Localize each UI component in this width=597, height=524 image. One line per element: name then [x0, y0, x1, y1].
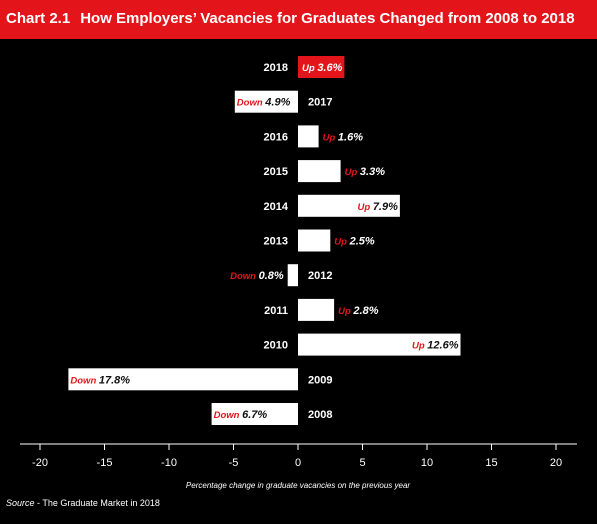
bar-2010: [298, 333, 461, 356]
x-tick-label--20: -20: [32, 457, 48, 469]
chart-title: How Employers’ Vacancies for Graduates C…: [80, 10, 575, 27]
x-tick-label-15: 15: [485, 457, 497, 469]
source-note: Source - The Graduate Market in 2018: [6, 498, 160, 508]
value-label-2014: Up 7.9%: [358, 201, 399, 213]
chart-number: Chart 2.1: [6, 10, 71, 27]
year-label-2012: 2012: [308, 270, 332, 282]
source-label: Source: [6, 498, 35, 508]
bar-2012: [287, 264, 298, 287]
value-label-2018: Up 3.6%: [302, 62, 343, 74]
x-tick-label-10: 10: [421, 457, 433, 469]
x-tick-label--10: -10: [161, 457, 177, 469]
year-label-2013: 2013: [264, 236, 288, 248]
x-tick-label--15: -15: [97, 457, 113, 469]
value-label-2017: Down 4.9%: [237, 97, 291, 109]
year-label-2015: 2015: [264, 166, 288, 178]
bar-2011: [298, 298, 335, 321]
bar-2014: [298, 194, 400, 217]
value-label-2013: Up 2.5%: [334, 236, 375, 248]
value-label-2009: Down 17.8%: [70, 374, 130, 386]
x-axis: -20 -15 -10 -5 0 5 10 15 20: [20, 443, 577, 469]
year-label-2009: 2009: [308, 374, 332, 386]
x-axis-label: Percentage change in graduate vacancies …: [186, 481, 410, 490]
x-tick-label-20: 20: [550, 457, 562, 469]
bar-2009: [68, 368, 299, 391]
x-tick-label-0: 0: [295, 457, 301, 469]
value-label-2015: Up 3.3%: [345, 166, 386, 178]
x-tick-label--5: -5: [229, 457, 239, 469]
year-label-2018: 2018: [264, 62, 288, 74]
year-label-2010: 2010: [264, 340, 288, 352]
year-label-2014: 2014: [264, 201, 289, 213]
x-tick-label-5: 5: [359, 457, 365, 469]
bar-2013: [298, 229, 331, 252]
bar-2008: [211, 403, 298, 425]
chart-header: Chart 2.1 How Employers’ Vacancies for Gr…: [0, 0, 597, 39]
year-label-2016: 2016: [264, 131, 288, 143]
value-label-2012: Down 0.8%: [230, 270, 284, 282]
bar-2017: [234, 90, 298, 113]
value-label-2016: Up 1.6%: [323, 131, 364, 143]
year-label-2011: 2011: [264, 305, 288, 317]
value-label-2011: Up 2.8%: [338, 305, 379, 317]
year-label-2017: 2017: [308, 97, 332, 109]
source-value: - The Graduate Market in 2018: [34, 498, 160, 508]
bar-2018: [298, 56, 345, 78]
bars-layer: 2018 Up 3.6% 2017 Down 4.9% 2016 Up 1.6% 2015 U…: [68, 56, 461, 425]
value-label-2010: Up 12.6%: [412, 340, 459, 352]
bar-2015: [298, 160, 341, 183]
year-label-2008: 2008: [308, 409, 332, 421]
bar-2016: [298, 125, 319, 148]
value-label-2008: Down 6.7%: [214, 409, 268, 421]
